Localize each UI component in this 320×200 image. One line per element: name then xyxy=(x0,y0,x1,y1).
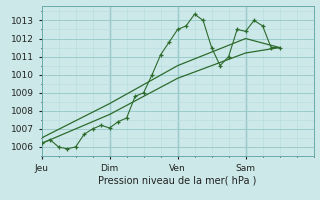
X-axis label: Pression niveau de la mer( hPa ): Pression niveau de la mer( hPa ) xyxy=(99,175,257,185)
